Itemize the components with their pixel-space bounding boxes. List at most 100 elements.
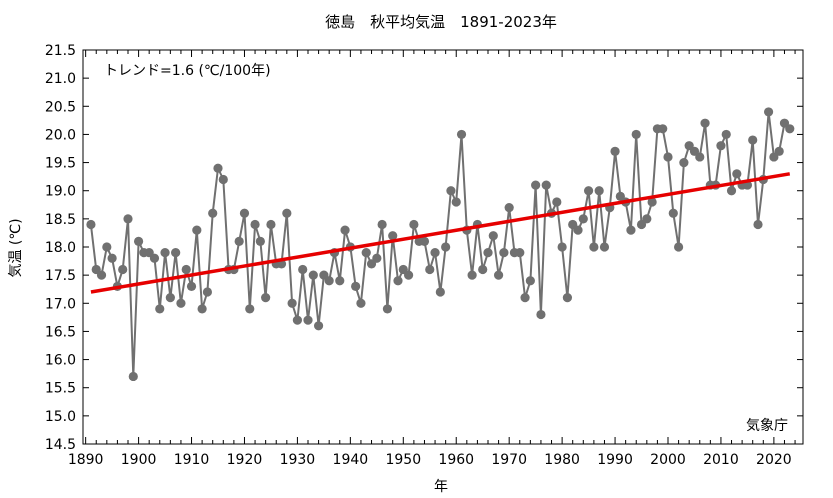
data-point xyxy=(763,107,774,117)
data-point xyxy=(631,129,641,140)
trend-layer xyxy=(90,172,791,294)
data-point xyxy=(531,180,541,190)
data-point xyxy=(573,225,583,235)
data-point xyxy=(372,253,382,263)
y-tick-label: 18.5 xyxy=(45,212,76,228)
data-point xyxy=(149,253,160,263)
y-tick-label: 15.0 xyxy=(45,409,76,425)
data-point xyxy=(583,186,594,196)
data-point xyxy=(107,253,117,263)
data-point xyxy=(351,281,361,291)
series-layer xyxy=(86,107,795,382)
x-tick-label: 1970 xyxy=(491,452,527,468)
data-point xyxy=(557,242,567,252)
y-axis: 14.5 15.0 15.5 16.0 16.5 17.0 17.5 18.0 18.5 19.0… xyxy=(45,43,803,453)
data-point xyxy=(250,219,260,230)
data-point xyxy=(520,293,530,303)
data-point xyxy=(197,304,207,314)
source-annotation: 気象庁 xyxy=(746,418,788,434)
plot-frame xyxy=(82,49,804,445)
data-point xyxy=(234,236,244,246)
x-tick-label: 2020 xyxy=(756,452,792,468)
data-point xyxy=(774,146,784,156)
y-tick-label: 18.0 xyxy=(45,240,76,256)
data-point xyxy=(695,152,705,162)
data-point xyxy=(282,208,292,218)
data-point xyxy=(208,208,218,218)
y-tick-label: 17.0 xyxy=(45,296,76,312)
data-point xyxy=(562,293,573,303)
data-point xyxy=(335,276,345,286)
data-point xyxy=(451,197,461,207)
data-point xyxy=(186,281,197,291)
data-point xyxy=(663,152,673,162)
y-tick-label: 16.0 xyxy=(45,353,76,369)
data-point xyxy=(668,208,678,218)
data-point xyxy=(409,219,419,230)
data-point xyxy=(599,242,610,252)
data-point xyxy=(192,225,202,235)
x-tick-label: 1930 xyxy=(280,452,316,468)
data-point xyxy=(435,287,445,297)
data-point xyxy=(155,304,165,314)
data-point xyxy=(239,208,250,218)
y-tick-label: 19.5 xyxy=(45,156,76,172)
data-point xyxy=(96,270,107,280)
data-point xyxy=(123,214,133,224)
y-tick-label: 19.0 xyxy=(45,184,76,200)
data-point xyxy=(732,169,742,179)
x-tick-label: 1900 xyxy=(121,452,157,468)
data-point xyxy=(261,293,271,303)
data-point xyxy=(356,298,366,308)
data-point xyxy=(160,248,170,258)
data-point xyxy=(292,315,303,325)
data-point xyxy=(679,157,689,168)
data-point xyxy=(578,214,588,224)
data-point xyxy=(552,197,562,207)
data-point xyxy=(308,270,318,280)
data-point xyxy=(419,236,430,246)
data-point xyxy=(721,129,731,140)
data-point xyxy=(340,225,350,235)
data-point xyxy=(324,276,334,286)
data-point xyxy=(128,371,138,382)
data-point xyxy=(536,309,546,320)
data-point xyxy=(446,186,456,196)
series-line xyxy=(89,111,791,377)
y-tick-label: 15.5 xyxy=(45,381,76,397)
data-point xyxy=(753,219,763,230)
data-point xyxy=(493,270,504,280)
y-tick-label: 16.5 xyxy=(45,324,76,340)
data-point xyxy=(700,118,710,128)
data-point xyxy=(388,231,398,241)
data-point xyxy=(658,124,668,134)
data-point xyxy=(716,141,726,151)
data-point xyxy=(515,248,525,258)
x-tick-label: 1980 xyxy=(544,452,580,468)
data-point xyxy=(266,219,276,230)
data-point xyxy=(313,321,324,331)
data-point xyxy=(303,315,313,325)
data-point xyxy=(785,124,795,134)
data-point xyxy=(181,264,191,275)
data-point xyxy=(748,135,758,145)
chart-title: 徳島 秋平均気温 1891-2023年 xyxy=(325,13,557,31)
y-axis-label: 気温 (℃) xyxy=(8,218,24,277)
data-point xyxy=(86,219,96,230)
x-tick-label: 1940 xyxy=(333,452,369,468)
data-point xyxy=(594,186,604,196)
data-point xyxy=(478,264,488,275)
data-point xyxy=(483,248,493,258)
data-point xyxy=(541,180,551,190)
data-point xyxy=(213,163,223,173)
data-point xyxy=(118,264,128,275)
y-tick-label: 14.5 xyxy=(45,437,76,453)
x-tick-label: 1910 xyxy=(174,452,210,468)
data-point xyxy=(456,129,467,140)
x-tick-label: 1960 xyxy=(438,452,474,468)
data-point xyxy=(393,276,403,286)
data-point xyxy=(673,242,684,252)
data-point xyxy=(171,248,181,258)
data-point xyxy=(647,197,657,207)
data-point xyxy=(525,276,535,286)
